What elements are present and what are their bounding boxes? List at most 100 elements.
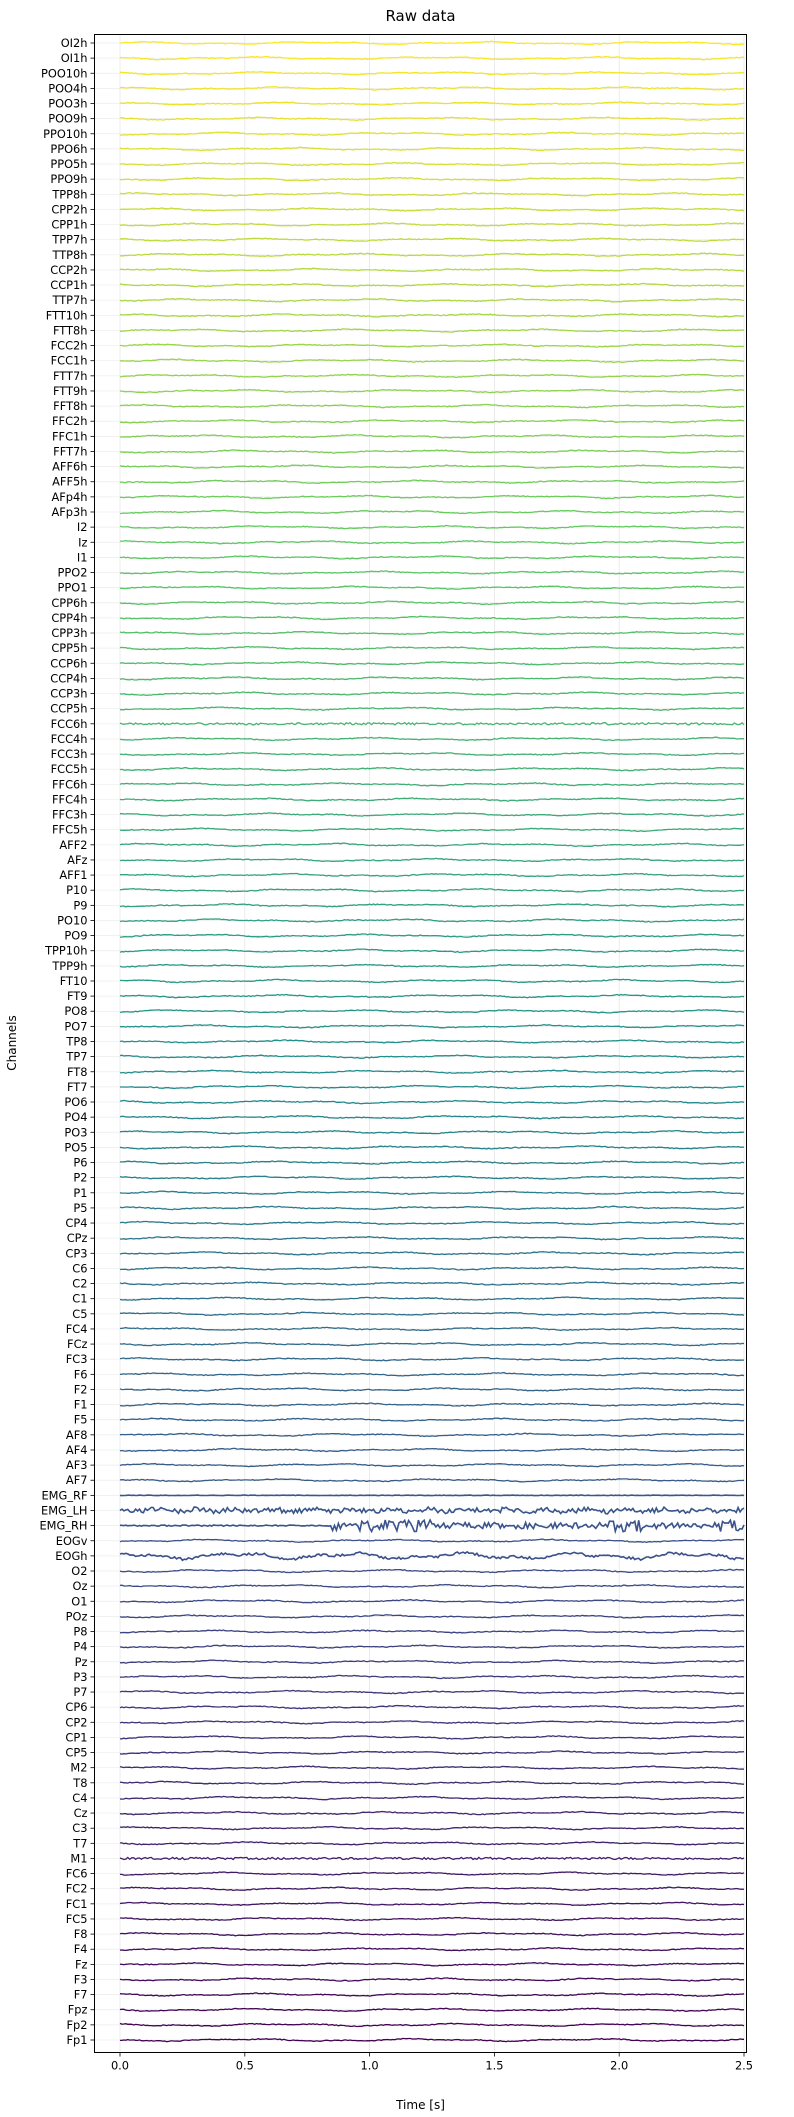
channel-traces [119,40,745,2043]
trace-POO10h [119,71,745,76]
trace-PO4 [119,1114,745,1120]
trace-AFF6h [119,464,745,469]
y-tick-label: FFT8h [53,399,87,413]
y-tick-label: PO10 [57,913,87,927]
trace-P7 [119,1689,745,1695]
y-tick-label: Fp1 [66,2033,87,2047]
trace-AF3 [119,1462,745,1468]
y-tick-label: Fpz [68,2003,88,2017]
y-tick-label: AFF2 [59,838,87,852]
y-tick-label: PPO1 [58,581,88,595]
trace-FCz [119,1341,745,1347]
y-tick-label: CPP5h [51,641,87,655]
y-tick-label: F4 [74,1942,88,1956]
trace-FCC6h [119,721,745,726]
y-tick-label: TPP8h [51,187,87,201]
y-tick-label: CPz [67,1231,88,1245]
y-tick-label: Fp2 [66,2018,87,2032]
y-tick-label: F2 [74,1382,88,1396]
y-tick-label: FC6 [66,1867,88,1881]
y-tick-label: F5 [74,1413,88,1427]
trace-PO5 [119,1145,745,1150]
trace-Fp2 [119,2022,745,2028]
y-tick-label: AFF6h [52,460,87,474]
chart-title: Raw data [385,7,455,25]
trace-TPP9h [119,963,745,969]
trace-AFF5h [119,479,745,484]
trace-F8 [119,1931,745,1937]
y-tick-label: CP3 [65,1246,87,1260]
y-tick-label: EOGh [55,1549,87,1563]
trace-CP2 [119,1720,745,1725]
trace-OI2h [119,40,744,46]
trace-C6 [119,1266,745,1271]
trace-F2 [119,1387,745,1392]
trace-C5 [120,1311,745,1316]
trace-T8 [119,1780,745,1786]
trace-Fp1 [119,2037,744,2043]
trace-F3 [119,1977,745,1982]
trace-PO9 [120,933,745,938]
trace-Pz [119,1659,745,1665]
trace-F4 [119,1946,745,1952]
trace-CP4 [119,1220,745,1226]
trace-FC5 [119,1916,744,1922]
y-tick-label: OI2h [61,36,88,50]
y-tick-label: I2 [77,520,88,534]
y-tick-label: C2 [72,1277,87,1291]
trace-P6 [120,1160,745,1165]
trace-FFT8h [119,403,745,409]
y-tick-label: C5 [72,1307,87,1321]
trace-FFC4h [119,797,745,802]
trace-FTT7h [119,373,745,379]
y-tick-label: C3 [72,1821,87,1835]
y-tick-label: TPP9h [51,959,87,973]
trace-POO9h [119,116,745,121]
trace-CP5 [119,1750,745,1755]
y-tick-label: OI1h [61,51,88,65]
trace-PPO9h [119,176,745,182]
trace-TPP10h [119,948,745,954]
trace-PPO5h [119,161,745,167]
trace-CP1 [119,1735,745,1740]
x-tick-label: 2.0 [610,2059,628,2073]
trace-TP8 [119,1039,745,1044]
trace-CPz [119,1235,745,1241]
y-tick-label: CCP1h [50,278,87,292]
trace-PPO1 [119,585,745,590]
y-tick-label: PPO2 [58,566,88,580]
y-tick-label: CPP4h [51,611,87,625]
trace-FT10 [119,978,745,984]
trace-P8 [119,1629,745,1634]
trace-PO7 [120,1024,745,1029]
trace-FC1 [119,1901,745,1907]
y-tick-label: TPP10h [44,944,87,958]
y-tick-label: P5 [73,1201,87,1215]
y-tick-label: PO4 [64,1110,87,1124]
y-tick-label: PO3 [64,1125,87,1139]
trace-POO3h [119,101,745,106]
y-tick-label: FCC6h [51,717,88,731]
y-tick-label: P10 [66,883,87,897]
trace-FTT9h [119,388,745,394]
trace-I1 [119,555,745,560]
trace-PO3 [119,1129,745,1135]
trace-FFC2h [119,419,745,424]
y-tick-label: FCC1h [51,354,88,368]
y-tick-label: Iz [78,535,87,549]
y-tick-label: FCC2h [51,339,88,353]
trace-PPO10h [120,131,745,137]
trace-P2 [119,1175,744,1180]
y-tick-label: EMG_LH [41,1503,87,1517]
trace-F5 [119,1417,745,1422]
trace-CPP2h [119,207,745,212]
trace-EMG_LH [119,1505,745,1515]
y-tick-label: FTT10h [46,308,88,322]
y-tick-label: F8 [74,1927,88,1941]
y-tick-label: CCP2h [50,263,87,277]
trace-T7 [120,1841,745,1846]
trace-CCP2h [119,267,745,273]
trace-CCP3h [119,691,745,696]
trace-AFF1 [120,872,745,878]
